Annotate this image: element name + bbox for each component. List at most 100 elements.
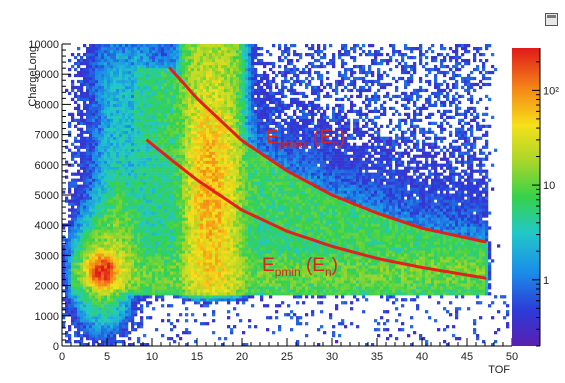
heatmap-cell <box>95 235 99 239</box>
heatmap-cell <box>218 127 222 131</box>
heatmap-cell <box>215 247 219 251</box>
heatmap-cell <box>230 256 234 260</box>
heatmap-cells <box>62 44 510 346</box>
heatmap-cell <box>140 256 144 260</box>
heatmap-cell <box>191 76 195 81</box>
heatmap-cell <box>224 154 228 158</box>
heatmap-cell <box>221 169 225 173</box>
heatmap-cell <box>227 181 231 185</box>
heatmap-cell <box>173 58 177 63</box>
heatmap-cell <box>77 154 81 158</box>
heatmap-cell <box>152 241 156 245</box>
heatmap-cell <box>107 277 111 281</box>
heatmap-cell <box>101 52 105 57</box>
heatmap-cell <box>143 232 147 236</box>
heatmap-cell <box>104 124 108 128</box>
heatmap-cell <box>149 232 153 236</box>
heatmap-cell <box>194 214 198 218</box>
heatmap-cell <box>209 292 213 296</box>
heatmap-cell <box>107 55 111 60</box>
heatmap-cell <box>191 142 195 146</box>
heatmap-cell <box>104 154 108 158</box>
heatmap-cell <box>182 238 186 242</box>
heatmap-cell <box>176 85 180 90</box>
heatmap-cell <box>110 70 114 75</box>
heatmap-cell <box>83 229 87 233</box>
heatmap-cell <box>131 277 135 281</box>
heatmap-cell <box>137 133 141 137</box>
heatmap-cell <box>179 214 183 218</box>
heatmap-cell <box>74 85 78 90</box>
heatmap-cell <box>68 199 72 203</box>
heatmap-cell <box>113 259 117 263</box>
heatmap-cell <box>200 196 204 200</box>
heatmap-cell <box>119 253 123 257</box>
heatmap-cell <box>152 265 156 269</box>
heatmap-cell <box>185 202 189 206</box>
heatmap-cell <box>158 64 162 69</box>
heatmap-cell <box>137 184 141 188</box>
heatmap-cell <box>104 61 108 66</box>
heatmap-cell <box>206 44 210 48</box>
heatmap-cell <box>110 286 114 290</box>
heatmap-cell <box>134 301 138 305</box>
heatmap-cell <box>104 103 108 108</box>
heatmap-cell <box>155 64 159 69</box>
heatmap-cell <box>203 262 207 266</box>
heatmap-cell <box>197 229 201 233</box>
heatmap-cell <box>179 205 183 209</box>
heatmap-cell <box>173 187 177 191</box>
heatmap-cell <box>146 58 150 63</box>
heatmap-cell <box>176 223 180 227</box>
heatmap-cell <box>143 217 147 221</box>
heatmap-cell <box>95 46 99 51</box>
heatmap-cell <box>80 250 84 254</box>
heatmap-cell <box>92 73 96 78</box>
heatmap-cell <box>68 190 72 194</box>
heatmap-cell <box>74 118 78 122</box>
heatmap-cell <box>104 274 108 278</box>
heatmap-cell <box>170 154 174 158</box>
heatmap-cell <box>179 217 183 221</box>
heatmap-cell <box>215 61 219 66</box>
heatmap-cell <box>221 109 225 114</box>
heatmap-cell <box>110 244 114 248</box>
heatmap-cell <box>230 82 234 87</box>
heatmap-cell <box>116 103 120 108</box>
heatmap-cell <box>155 286 159 290</box>
heatmap-cell <box>200 157 204 161</box>
heatmap-cell <box>107 163 111 167</box>
heatmap-cell <box>80 91 84 96</box>
heatmap-cell <box>137 325 141 329</box>
heatmap-cell <box>140 118 144 122</box>
heatmap-cell <box>161 211 165 215</box>
heatmap-cell <box>176 55 180 60</box>
heatmap-cell <box>134 145 138 149</box>
heatmap-cell <box>131 247 135 251</box>
heatmap-cell <box>92 55 96 60</box>
heatmap-cell <box>170 280 174 284</box>
heatmap-cell <box>182 109 186 114</box>
heatmap-cell <box>128 283 132 287</box>
heatmap-cell <box>155 283 159 287</box>
heatmap-cell <box>104 97 108 102</box>
heatmap-cell <box>164 217 168 221</box>
heatmap-cell <box>110 73 114 78</box>
heatmap-cell <box>140 262 144 266</box>
heatmap-cell <box>152 103 156 108</box>
heatmap-cell <box>140 139 144 143</box>
heatmap-cell <box>131 178 135 182</box>
heatmap-cell <box>101 298 105 302</box>
heatmap-cell <box>134 82 138 87</box>
heatmap-cell <box>209 118 213 122</box>
heatmap-cell <box>191 184 195 188</box>
heatmap-cell <box>107 229 111 233</box>
heatmap-cell <box>71 88 75 93</box>
heatmap-cell <box>80 97 84 102</box>
heatmap-cell <box>176 151 180 155</box>
heatmap-cell <box>71 85 75 90</box>
heatmap-cell <box>206 232 210 236</box>
heatmap-cell <box>83 301 87 305</box>
heatmap-cell <box>173 85 177 90</box>
heatmap-cell <box>146 175 150 179</box>
